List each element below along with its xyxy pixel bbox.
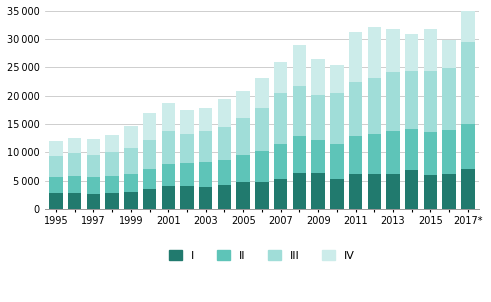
Bar	[124, 126, 137, 148]
Bar	[386, 72, 400, 131]
Bar	[218, 185, 231, 209]
Bar	[442, 40, 456, 68]
Bar	[86, 194, 100, 209]
Bar	[124, 192, 137, 209]
Bar	[274, 179, 287, 209]
Bar	[349, 82, 362, 136]
Bar	[311, 95, 325, 140]
Bar	[143, 113, 156, 140]
Bar	[405, 129, 418, 170]
Bar	[386, 29, 400, 72]
Bar	[86, 177, 100, 194]
Bar	[349, 136, 362, 174]
Bar	[405, 34, 418, 71]
Bar	[237, 182, 250, 209]
Bar	[349, 32, 362, 82]
Bar	[255, 108, 269, 151]
Bar	[368, 133, 381, 174]
Bar	[255, 78, 269, 108]
Bar	[293, 45, 306, 85]
Bar	[143, 140, 156, 169]
Bar	[162, 186, 175, 209]
Bar	[368, 174, 381, 209]
Bar	[143, 189, 156, 209]
Bar	[162, 102, 175, 131]
Bar	[442, 130, 456, 174]
Bar	[143, 169, 156, 189]
Bar	[311, 140, 325, 173]
Bar	[49, 193, 63, 209]
Bar	[274, 62, 287, 94]
Bar	[274, 144, 287, 179]
Bar	[424, 133, 437, 175]
Bar	[162, 131, 175, 164]
Bar	[424, 29, 437, 71]
Bar	[68, 176, 82, 193]
Bar	[461, 11, 475, 42]
Bar	[106, 135, 119, 152]
Bar	[180, 133, 194, 163]
Bar	[218, 98, 231, 127]
Bar	[199, 162, 213, 187]
Bar	[237, 91, 250, 118]
Bar	[293, 173, 306, 209]
Bar	[49, 141, 63, 156]
Bar	[255, 151, 269, 182]
Bar	[199, 131, 213, 162]
Bar	[218, 160, 231, 185]
Bar	[386, 174, 400, 209]
Bar	[405, 71, 418, 129]
Bar	[461, 124, 475, 169]
Legend: I, II, III, IV: I, II, III, IV	[164, 246, 359, 265]
Bar	[311, 173, 325, 209]
Bar	[237, 118, 250, 155]
Bar	[330, 144, 344, 179]
Bar	[237, 155, 250, 182]
Bar	[49, 177, 63, 193]
Bar	[386, 131, 400, 174]
Bar	[368, 78, 381, 133]
Bar	[349, 174, 362, 209]
Bar	[255, 182, 269, 209]
Bar	[424, 175, 437, 209]
Bar	[199, 187, 213, 209]
Bar	[330, 94, 344, 144]
Bar	[68, 153, 82, 176]
Bar	[124, 148, 137, 174]
Bar	[199, 108, 213, 131]
Bar	[180, 186, 194, 209]
Bar	[461, 169, 475, 209]
Bar	[68, 193, 82, 209]
Bar	[274, 94, 287, 144]
Bar	[180, 110, 194, 133]
Bar	[68, 138, 82, 153]
Bar	[86, 155, 100, 177]
Bar	[106, 193, 119, 209]
Bar	[424, 71, 437, 133]
Bar	[293, 85, 306, 137]
Bar	[293, 137, 306, 173]
Bar	[405, 170, 418, 209]
Bar	[330, 65, 344, 94]
Bar	[180, 163, 194, 186]
Bar	[86, 139, 100, 155]
Bar	[124, 174, 137, 192]
Bar	[49, 156, 63, 177]
Bar	[442, 174, 456, 209]
Bar	[461, 42, 475, 124]
Bar	[106, 152, 119, 176]
Bar	[218, 127, 231, 160]
Bar	[442, 68, 456, 130]
Bar	[162, 164, 175, 186]
Bar	[106, 176, 119, 193]
Bar	[368, 27, 381, 78]
Bar	[311, 59, 325, 95]
Bar	[330, 179, 344, 209]
